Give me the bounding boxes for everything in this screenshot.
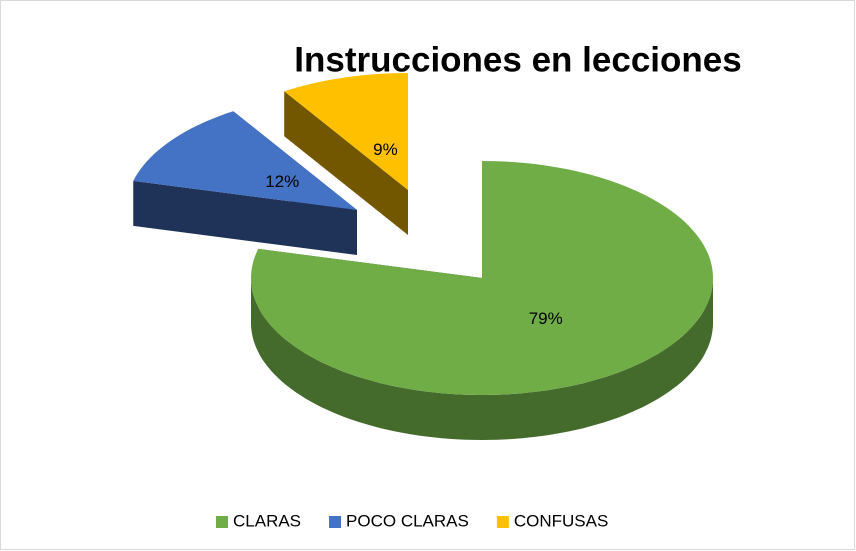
data-label: 12% [265, 172, 299, 191]
slice-wall [251, 278, 713, 440]
slice [133, 111, 357, 210]
slice-side [284, 91, 408, 236]
data-label: 9% [373, 140, 398, 159]
legend-swatch [329, 516, 342, 528]
legend-label: CLARAS [233, 511, 301, 530]
slice-side [133, 180, 357, 255]
legend-swatch [216, 516, 228, 528]
data-label: 79% [529, 309, 563, 328]
legend-label: CONFUSAS [514, 511, 608, 530]
slice [284, 73, 408, 190]
legend-label: POCO CLARAS [346, 511, 469, 530]
slice [251, 161, 713, 395]
legend-swatch [496, 516, 509, 528]
chart-title: Instrucciones en lecciones [294, 40, 741, 79]
